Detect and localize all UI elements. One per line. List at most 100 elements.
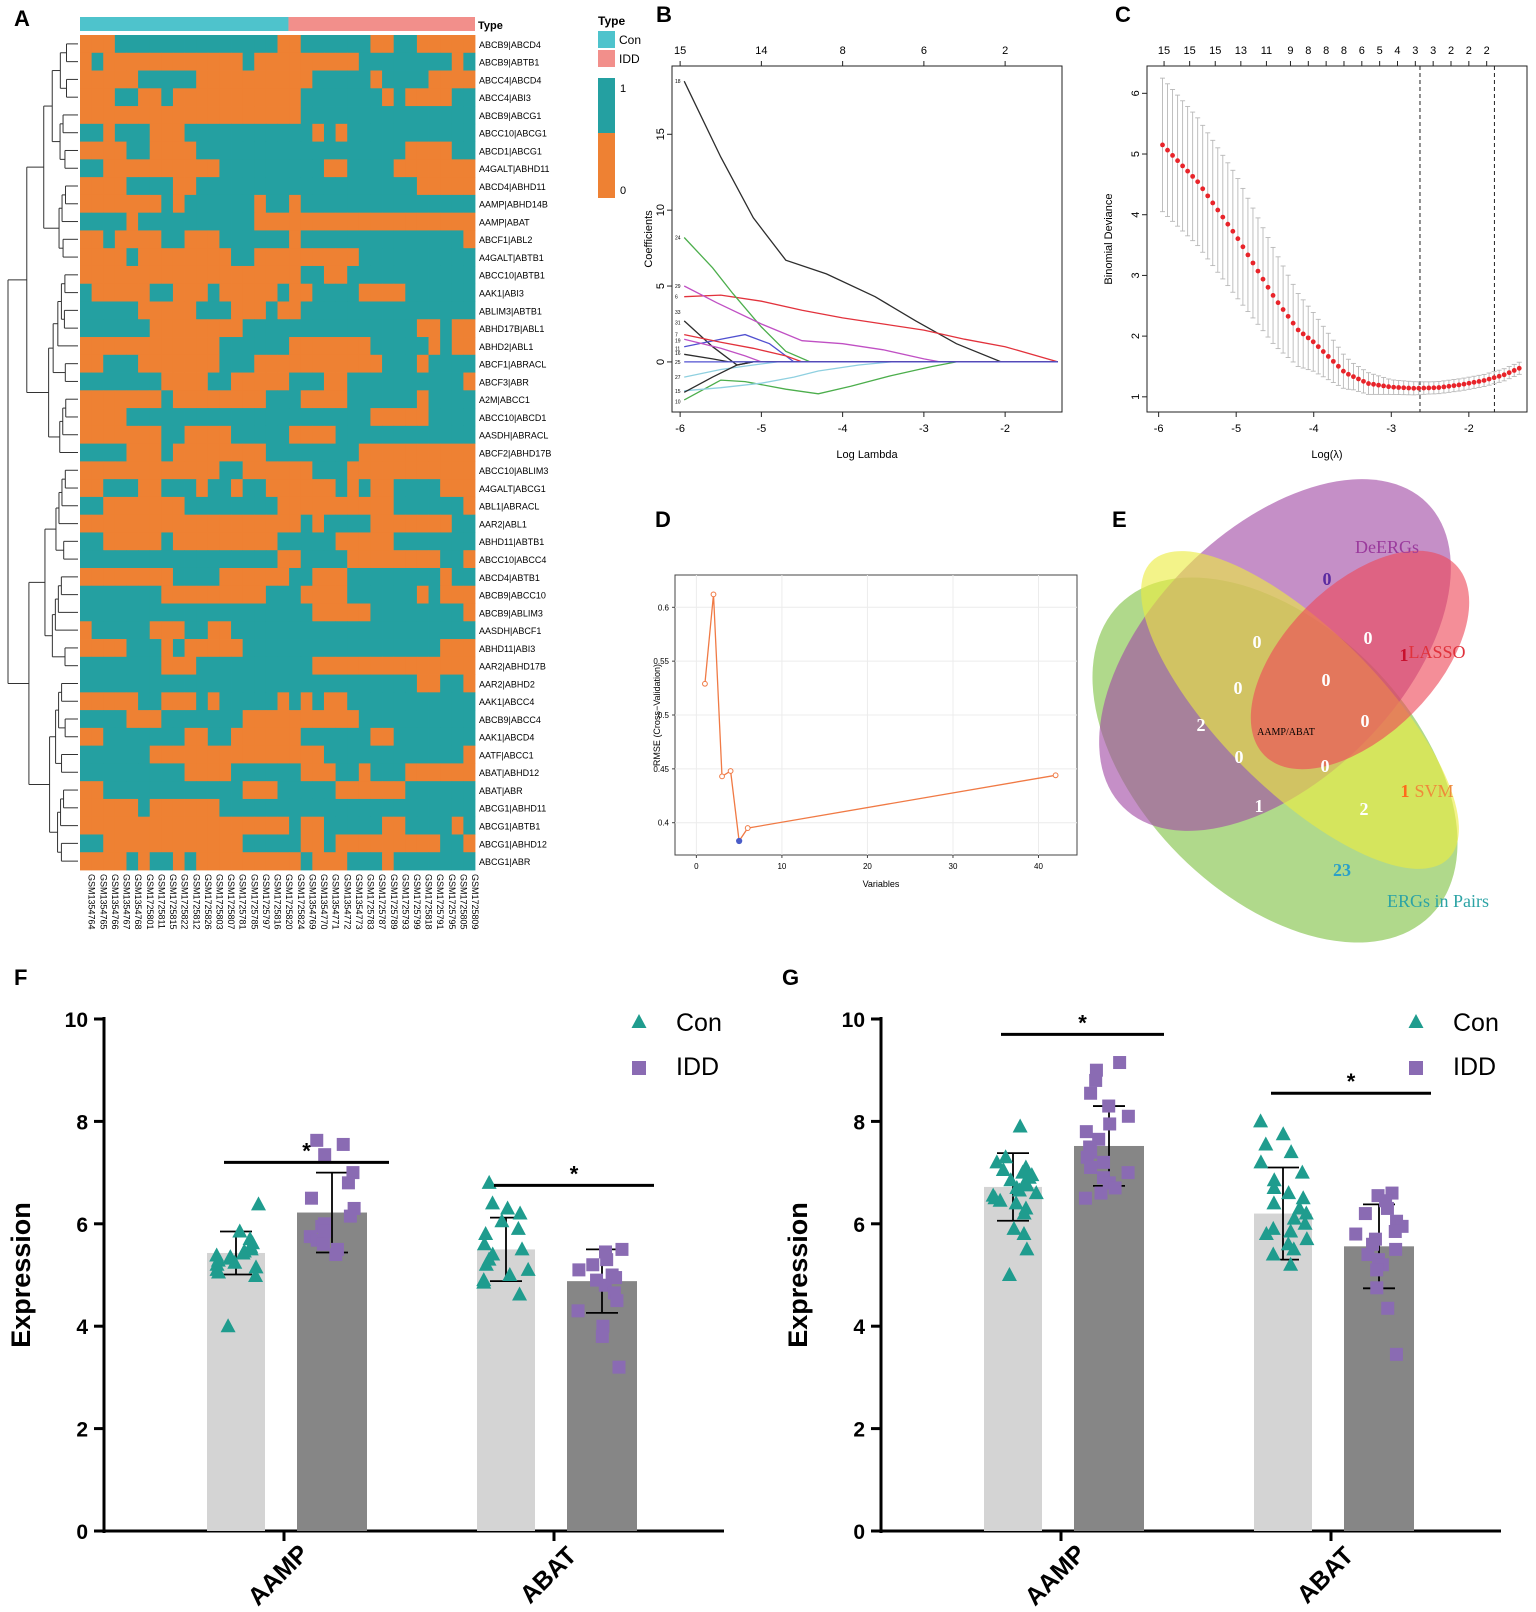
category-label: AAMP (1019, 1539, 1091, 1611)
heatmap-cell (219, 52, 232, 71)
heatmap-cell (114, 798, 127, 818)
heatmap-cell (323, 106, 336, 125)
heatmap-cell (91, 496, 104, 516)
heatmap-cell (114, 70, 127, 89)
heatmap-cell (393, 621, 406, 640)
con-data-point (1016, 1226, 1032, 1241)
heatmap-cell (149, 798, 162, 818)
heatmap-cell (219, 532, 232, 551)
heatmap-cell (219, 194, 232, 214)
heatmap-cell (416, 834, 429, 853)
heatmap-cell (172, 443, 185, 462)
x-tick-label: -5 (1231, 423, 1241, 435)
rmse-point (727, 768, 734, 774)
heatmap-cell (277, 35, 290, 54)
heatmap-cell (138, 816, 151, 835)
heatmap-cell (161, 319, 174, 338)
heatmap-cell (242, 301, 255, 320)
column-label: GSM1725807 (226, 874, 236, 930)
heatmap-cell (358, 443, 371, 462)
heatmap-cell (277, 674, 290, 693)
heatmap-cell (149, 834, 162, 853)
heatmap-panel: ABCB9|ABCD4ABCB9|ABTB1ABCC4|ABCD4ABCC4|A… (7, 14, 641, 930)
heatmap-cell (242, 425, 255, 445)
heatmap-cell (196, 550, 209, 569)
heatmap-cell (323, 123, 336, 142)
idd-data-point (1389, 1347, 1403, 1361)
heatmap-cell (451, 621, 464, 640)
heatmap-cell (242, 727, 255, 747)
heatmap-cell (172, 52, 185, 71)
heatmap-cell (277, 106, 290, 125)
heatmap-cell (405, 496, 418, 516)
heatmap-cell (254, 532, 267, 551)
heatmap-cell (277, 816, 290, 835)
column-label: GSM1725820 (284, 874, 294, 930)
heatmap-cell (300, 798, 313, 818)
heatmap-cell (335, 408, 348, 427)
heatmap-cell (254, 727, 267, 747)
heatmap-cell (451, 852, 464, 871)
con-data-point (481, 1174, 497, 1189)
venn-region-count: 0 (1323, 569, 1332, 589)
heatmap-cell (149, 319, 162, 338)
heatmap-cell (323, 337, 336, 356)
heatmap-cell (184, 567, 197, 587)
heatmap-cell (254, 656, 267, 675)
heatmap-cell (335, 674, 348, 693)
heatmap-cell (347, 408, 360, 427)
heatmap-cell (323, 567, 336, 587)
venn-region-count: 1 (1255, 796, 1264, 816)
heatmap-cell (312, 496, 325, 516)
y-tick-label: 4 (1130, 212, 1142, 218)
heatmap-cell (242, 656, 255, 675)
heatmap-cell (335, 123, 348, 142)
heatmap-cell (103, 230, 116, 249)
heatmap-cell (300, 781, 313, 800)
heatmap-cell (347, 372, 360, 391)
idd-data-point (610, 1294, 624, 1308)
heatmap-cell (405, 727, 418, 747)
heatmap-cell (347, 816, 360, 835)
heatmap-cell (428, 141, 441, 160)
heatmap-cell (91, 603, 104, 622)
heatmap-cell (347, 337, 360, 356)
heatmap-cell (103, 763, 116, 782)
heatmap-cell (358, 852, 371, 871)
heatmap-cell (114, 106, 127, 125)
heatmap-cell (382, 674, 395, 693)
heatmap-cell (289, 390, 302, 409)
heatmap-cell (347, 479, 360, 498)
heatmap-cell (196, 710, 209, 729)
heatmap-cell (138, 141, 151, 160)
heatmap-cell (80, 692, 93, 711)
heatmap-cell (80, 283, 93, 302)
con-data-point (1003, 1172, 1019, 1187)
heatmap-cell (277, 532, 290, 551)
deviance-point (1270, 293, 1276, 298)
y-tick-label: 5 (655, 283, 667, 289)
heatmap-cell (207, 745, 220, 764)
deviance-point (1471, 379, 1477, 385)
heatmap-cell (416, 212, 429, 231)
heatmap-cell (440, 798, 453, 818)
heatmap-cell (231, 337, 244, 356)
row-labels: ABCB9|ABCD4ABCB9|ABTB1ABCC4|ABCD4ABCC4|A… (479, 40, 551, 867)
heatmap-cell (428, 408, 441, 427)
heatmap-cell (184, 639, 197, 658)
heatmap-cell (161, 52, 174, 71)
column-label: GSM1725818 (424, 874, 434, 930)
heatmap-cell (242, 496, 255, 516)
heatmap-cell (428, 834, 441, 853)
heatmap-cell (103, 35, 116, 54)
heatmap-cell (265, 461, 278, 480)
heatmap-cell (231, 461, 244, 480)
heatmap-cell (370, 745, 383, 764)
heatmap-cell (277, 567, 290, 587)
heatmap-cell (312, 585, 325, 604)
heatmap-cell (393, 496, 406, 516)
heatmap-cell (254, 639, 267, 658)
idd-data-point (304, 1191, 318, 1205)
heatmap-cell (312, 852, 325, 871)
heatmap-cell (463, 798, 476, 818)
